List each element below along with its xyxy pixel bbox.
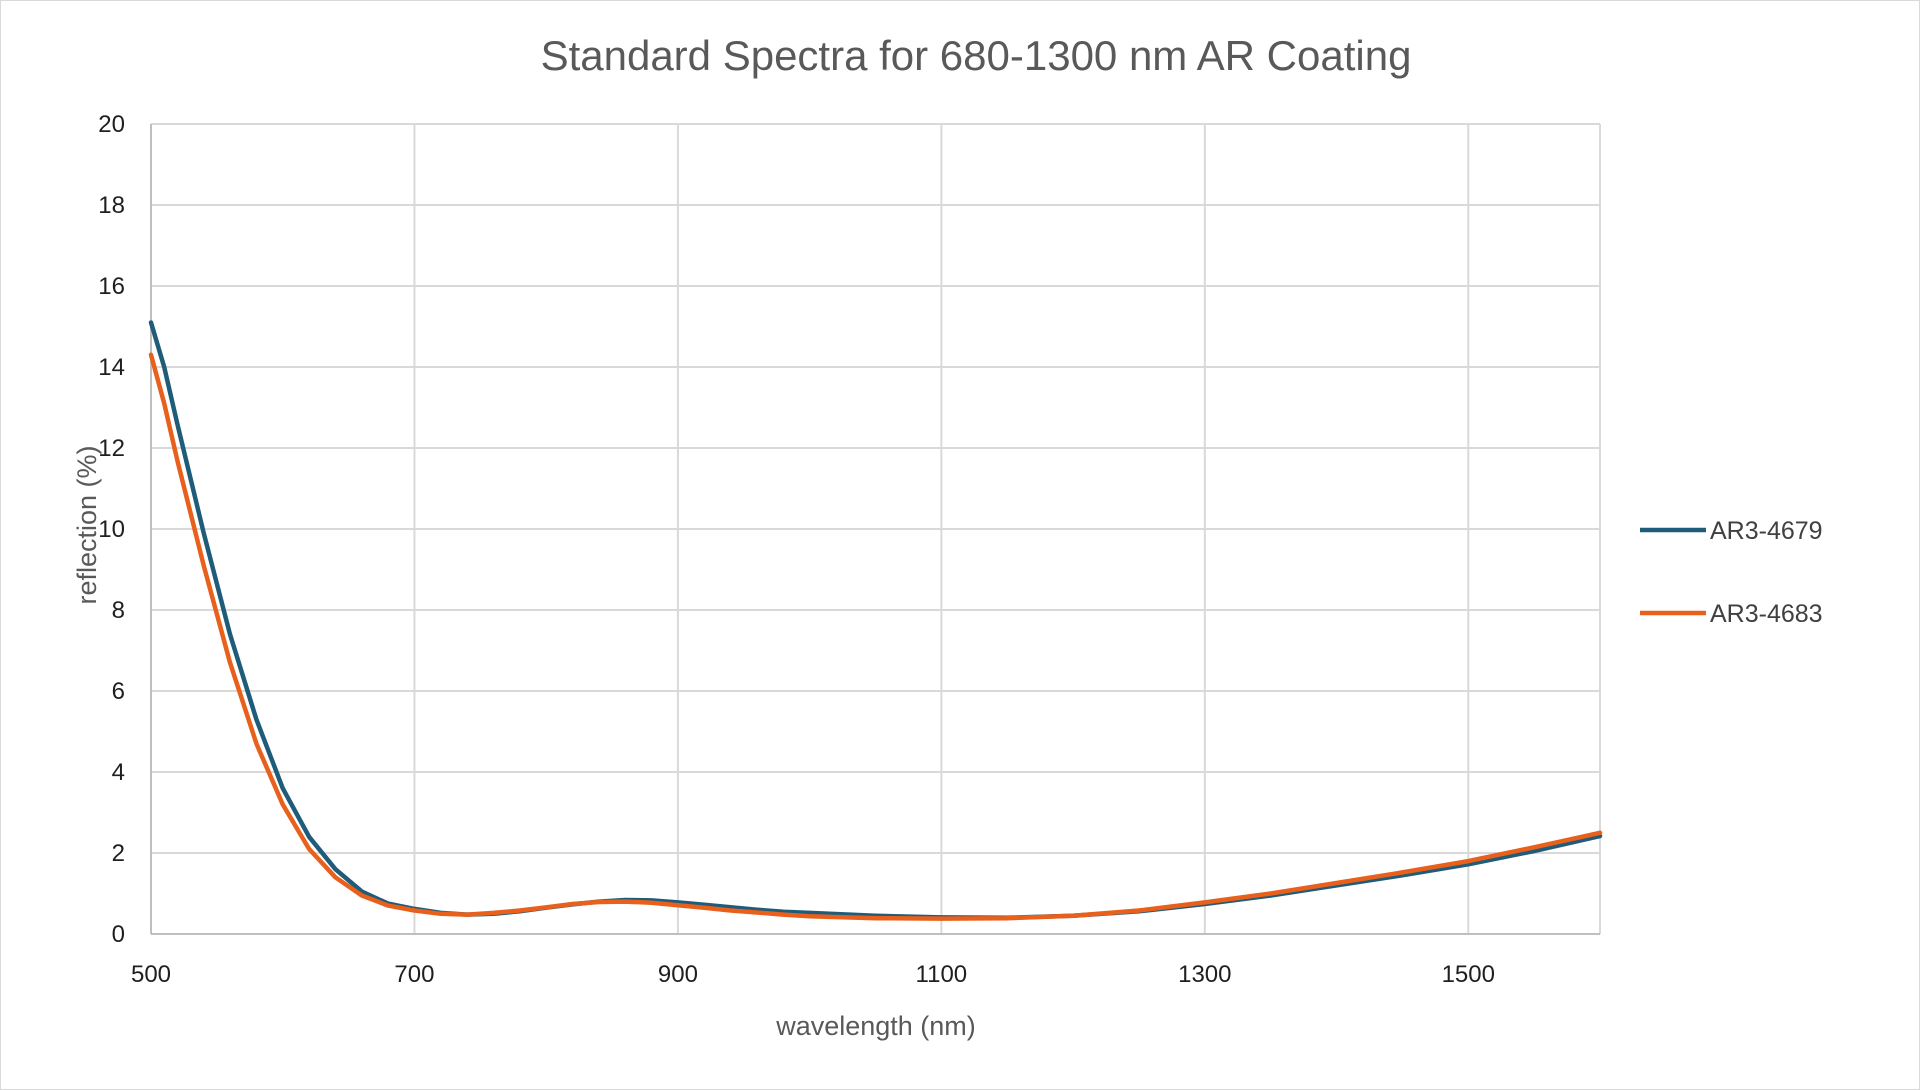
legend-label: AR3-4683 bbox=[1710, 600, 1823, 628]
y-tick-label: 20 bbox=[98, 111, 125, 138]
y-tick-label: 4 bbox=[112, 759, 125, 786]
y-tick-label: 10 bbox=[98, 516, 125, 543]
axes bbox=[150, 124, 1600, 935]
y-tick-label: 18 bbox=[98, 192, 125, 219]
chart-title: Standard Spectra for 680-1300 nm AR Coat… bbox=[541, 32, 1412, 79]
y-tick-label: 14 bbox=[98, 354, 125, 381]
y-tick-labels: 0 2 4 6 8 10 12 14 16 18 20 bbox=[98, 111, 125, 948]
y-tick-label: 12 bbox=[98, 435, 125, 462]
y-tick-label: 2 bbox=[112, 840, 125, 867]
y-tick-label: 8 bbox=[112, 597, 125, 624]
x-tick-label: 900 bbox=[658, 961, 698, 988]
series-lines bbox=[148, 320, 1603, 921]
gridlines bbox=[150, 123, 1601, 935]
x-axis-title: wavelength (nm) bbox=[775, 1011, 976, 1041]
y-axis-title: reflection (%) bbox=[72, 445, 102, 604]
x-tick-label: 1100 bbox=[916, 961, 968, 988]
x-tick-label: 500 bbox=[131, 961, 171, 988]
legend-label: AR3-4679 bbox=[1710, 517, 1823, 545]
x-tick-label: 700 bbox=[394, 961, 434, 988]
x-tick-labels: 500 700 900 1100 1300 1500 bbox=[131, 961, 1495, 988]
y-tick-label: 0 bbox=[112, 921, 125, 948]
legend: AR3-4679 AR3-4683 bbox=[1640, 517, 1823, 628]
y-tick-label: 16 bbox=[98, 273, 125, 300]
series-line-ar3-4683 bbox=[148, 352, 1603, 921]
series-line-ar3-4679 bbox=[148, 320, 1603, 921]
x-tick-label: 1500 bbox=[1442, 961, 1495, 988]
y-tick-label: 6 bbox=[112, 678, 125, 705]
x-tick-label: 1300 bbox=[1178, 961, 1231, 988]
